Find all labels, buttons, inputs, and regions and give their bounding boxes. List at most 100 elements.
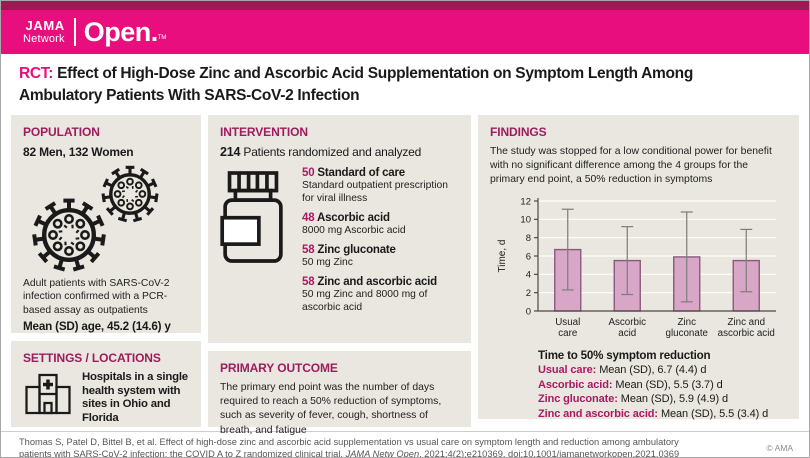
hospital-icon xyxy=(23,372,73,417)
symptom-length-bar-chart: Usual care Ascorbic acid Zinc gluconate Zinc a… xyxy=(492,191,787,347)
group-name: Ascorbic acid xyxy=(316,211,390,224)
virus-icon xyxy=(99,163,161,225)
population-description: Adult patients with SARS-CoV-2 infection… xyxy=(23,277,170,316)
result-row: Zinc and ascorbic acid: Mean (SD), 5.5 (… xyxy=(538,407,787,422)
intervention-heading: INTERVENTION xyxy=(220,124,308,139)
logo-divider xyxy=(73,18,76,46)
jama-network-wordmark: JAMA Network xyxy=(23,19,65,45)
column-middle: INTERVENTION 214 Patients randomized and… xyxy=(208,114,471,436)
intervention-group: 58 Zinc gluconate 50 mg Zinc xyxy=(302,244,459,269)
logo-network-text: Network xyxy=(23,33,65,45)
findings-results: Time to 50% symptom reduction Usual care… xyxy=(538,349,787,421)
page-title: RCT: Effect of High-Dose Zinc and Ascorbi… xyxy=(1,54,796,115)
virus-illustration xyxy=(23,163,189,275)
top-accent-strip xyxy=(1,1,809,10)
primary-outcome-text: The primary end point was the number of … xyxy=(220,381,442,436)
intervention-group: 58 Zinc and ascorbic acid 50 mg Zinc and … xyxy=(302,276,459,314)
svg-text:6: 6 xyxy=(526,251,531,262)
results-title: Time to 50% symptom reduction xyxy=(538,349,711,363)
settings-locations-panel: SETTINGS / LOCATIONS Hospitals in a sing… xyxy=(11,340,201,427)
svg-text:12: 12 xyxy=(520,196,531,207)
intervention-group: 48 Ascorbic acid 8000 mg Ascorbic acid xyxy=(302,212,459,237)
svg-text:acid: acid xyxy=(618,328,636,339)
logo-open-text: Open.TM xyxy=(83,16,167,47)
title-text: Effect of High-Dose Zinc and Ascorbic Ac… xyxy=(19,65,694,105)
jama-network-open-logo: JAMA Network Open.TM xyxy=(23,18,166,46)
journal-name: JAMA Netw Open xyxy=(345,449,420,458)
svg-text:Ascorbic: Ascorbic xyxy=(608,317,646,328)
settings-heading: SETTINGS / LOCATIONS xyxy=(23,350,161,365)
column-left: POPULATION 82 Men, 132 Women Adult patie… xyxy=(11,114,201,427)
logo-jama-text: JAMA xyxy=(25,18,65,33)
group-heading: 58 Zinc gluconate xyxy=(302,244,459,256)
population-panel: POPULATION 82 Men, 132 Women Adult patie… xyxy=(11,114,201,334)
group-name: Standard of care xyxy=(317,166,405,179)
svg-text:Zinc: Zinc xyxy=(677,317,696,328)
group-name: Zinc and ascorbic acid xyxy=(317,276,437,289)
result-value: Mean (SD), 5.9 (4.9) d xyxy=(620,393,728,406)
population-mean-age: Mean (SD) age, 45.2 (14.6) y xyxy=(23,320,171,334)
group-description: 8000 mg Ascorbic acid xyxy=(302,224,406,236)
result-group-label: Usual care: xyxy=(538,364,597,377)
svg-text:8: 8 xyxy=(526,233,531,244)
group-count: 58 xyxy=(302,244,315,257)
findings-summary: The study was stopped for a low conditio… xyxy=(490,145,772,185)
svg-text:Time, d: Time, d xyxy=(497,240,508,273)
group-count: 50 xyxy=(302,166,315,179)
citation-text: Thomas S, Patel D, Bittel B, et al. Effe… xyxy=(19,436,680,458)
intervention-count: 214 xyxy=(220,144,241,159)
svg-text:gluconate: gluconate xyxy=(666,328,709,339)
virus-icon xyxy=(29,195,109,275)
brand-header-bar: JAMA Network Open.TM xyxy=(1,10,809,54)
svg-text:Zinc and: Zinc and xyxy=(727,317,765,328)
group-count: 58 xyxy=(302,276,315,289)
group-description: 50 mg Zinc and 8000 mg of ascorbic acid xyxy=(302,289,428,314)
svg-text:ascorbic acid: ascorbic acid xyxy=(718,328,775,339)
svg-text:0: 0 xyxy=(526,306,531,317)
results-rows: Usual care: Mean (SD), 6.7 (4.4) d Ascorb… xyxy=(538,363,787,421)
copyright-label: © AMA xyxy=(766,443,793,454)
findings-heading: FINDINGS xyxy=(490,124,547,139)
intervention-count-line: 214 Patients randomized and analyzed xyxy=(220,145,459,159)
footer: Thomas S, Patel D, Bittel B, et al. Effe… xyxy=(1,432,809,458)
group-heading: 50 Standard of care xyxy=(302,167,459,179)
trademark-symbol: TM xyxy=(157,34,167,41)
group-count: 48 xyxy=(302,211,315,224)
svg-text:care: care xyxy=(558,328,578,339)
svg-text:10: 10 xyxy=(520,215,531,226)
result-row: Ascorbic acid: Mean (SD), 5.5 (3.7) d xyxy=(538,378,787,393)
intervention-count-label: Patients randomized and analyzed xyxy=(243,144,422,159)
group-description: Standard outpatient prescription for vir… xyxy=(302,179,448,204)
settings-text: Hospitals in a single health system with… xyxy=(82,370,188,425)
svg-text:Usual: Usual xyxy=(555,317,580,328)
primary-outcome-heading: PRIMARY OUTCOME xyxy=(220,360,338,375)
column-right: FINDINGS The study was stopped for a low… xyxy=(478,114,799,421)
findings-panel: FINDINGS The study was stopped for a low… xyxy=(478,114,799,421)
svg-text:2: 2 xyxy=(526,288,531,299)
result-row: Usual care: Mean (SD), 6.7 (4.4) d xyxy=(538,363,787,378)
content-grid: POPULATION 82 Men, 132 Women Adult patie… xyxy=(1,114,809,436)
population-heading: POPULATION xyxy=(23,124,100,139)
result-value: Mean (SD), 5.5 (3.7) d xyxy=(615,378,723,391)
pill-bottle-icon xyxy=(220,169,288,322)
svg-text:4: 4 xyxy=(526,270,531,281)
result-value: Mean (SD), 6.7 (4.4) d xyxy=(599,364,707,377)
group-heading: 58 Zinc and ascorbic acid xyxy=(302,276,459,288)
intervention-groups: 50 Standard of care Standard outpatient p… xyxy=(302,167,459,322)
result-group-label: Zinc gluconate: xyxy=(538,393,618,406)
result-group-label: Ascorbic acid: xyxy=(538,378,613,391)
title-rct-tag: RCT: xyxy=(19,65,54,82)
group-description: 50 mg Zinc xyxy=(302,257,353,269)
result-row: Zinc gluconate: Mean (SD), 5.9 (4.9) d xyxy=(538,392,787,407)
group-heading: 48 Ascorbic acid xyxy=(302,212,459,224)
footer-divider xyxy=(1,430,809,432)
group-name: Zinc gluconate xyxy=(317,244,396,257)
population-counts: 82 Men, 132 Women xyxy=(23,144,134,159)
intervention-group: 50 Standard of care Standard outpatient p… xyxy=(302,167,459,205)
result-value: Mean (SD), 5.5 (3.4) d xyxy=(660,407,769,420)
primary-outcome-panel: PRIMARY OUTCOME The primary end point wa… xyxy=(208,350,471,436)
result-group-label: Zinc and ascorbic acid: xyxy=(538,407,658,420)
intervention-panel: INTERVENTION 214 Patients randomized and… xyxy=(208,114,471,343)
